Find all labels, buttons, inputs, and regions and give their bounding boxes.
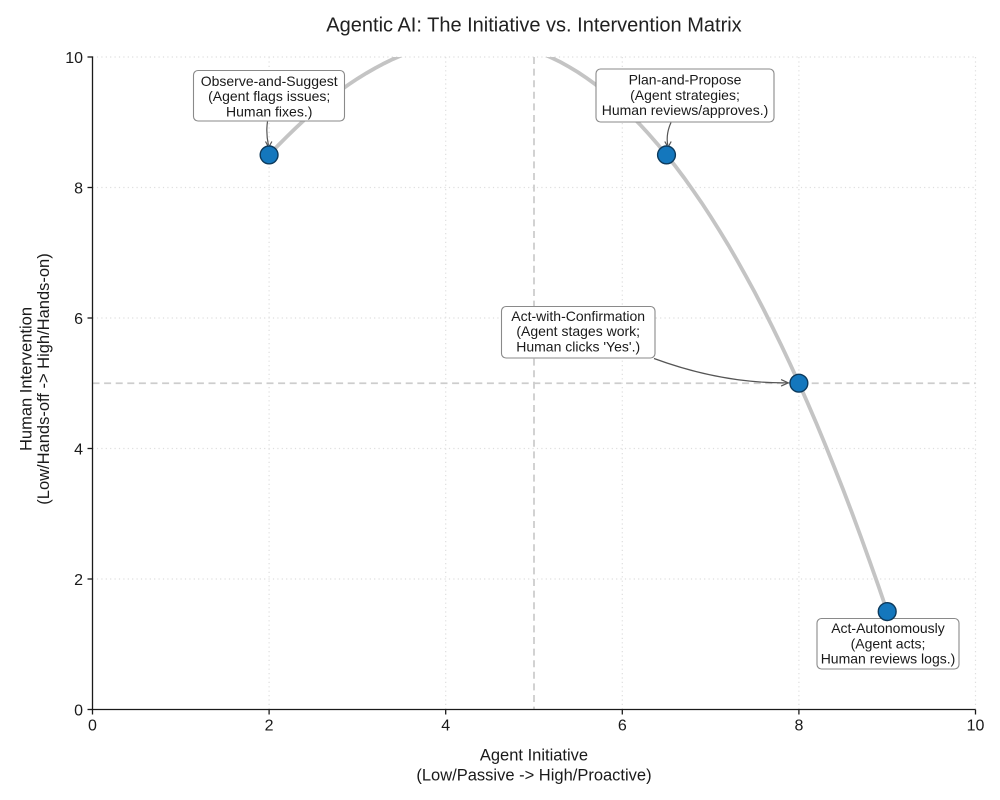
svg-text:Human Intervention: Human Intervention (18, 307, 36, 451)
svg-text:Agentic AI: The Initiative vs.: Agentic AI: The Initiative vs. Intervent… (326, 15, 741, 37)
svg-text:4: 4 (441, 718, 450, 735)
svg-text:Act-with-Confirmation: Act-with-Confirmation (511, 308, 645, 324)
svg-text:(Agent acts;: (Agent acts; (851, 635, 926, 651)
svg-text:10: 10 (65, 50, 83, 67)
svg-text:0: 0 (74, 702, 83, 719)
svg-text:Act-Autonomously: Act-Autonomously (831, 620, 945, 636)
svg-text:Human reviews/approves.): Human reviews/approves.) (602, 102, 769, 118)
svg-text:6: 6 (618, 718, 627, 735)
svg-text:4: 4 (74, 441, 83, 458)
svg-text:0: 0 (88, 718, 97, 735)
svg-text:(Low/Passive -> High/Proactive: (Low/Passive -> High/Proactive) (416, 766, 651, 784)
svg-text:Observe-and-Suggest: Observe-and-Suggest (201, 73, 338, 89)
svg-text:Plan-and-Propose: Plan-and-Propose (629, 72, 742, 88)
svg-text:(Low/Hands-off -> High/Hands-o: (Low/Hands-off -> High/Hands-on) (35, 253, 53, 504)
svg-text:(Agent flags issues;: (Agent flags issues; (208, 88, 330, 104)
svg-text:Human reviews logs.): Human reviews logs.) (821, 651, 956, 667)
svg-text:10: 10 (967, 718, 985, 735)
svg-text:Agent Initiative: Agent Initiative (480, 747, 588, 765)
svg-text:Human clicks 'Yes'.): Human clicks 'Yes'.) (516, 338, 640, 354)
svg-text:6: 6 (74, 311, 83, 328)
svg-text:(Agent strategies;: (Agent strategies; (630, 87, 740, 103)
svg-text:Human fixes.): Human fixes.) (226, 103, 312, 119)
svg-text:8: 8 (74, 180, 83, 197)
svg-text:8: 8 (794, 718, 803, 735)
svg-text:2: 2 (74, 572, 83, 589)
svg-text:2: 2 (265, 718, 274, 735)
svg-text:(Agent stages work;: (Agent stages work; (516, 323, 640, 339)
